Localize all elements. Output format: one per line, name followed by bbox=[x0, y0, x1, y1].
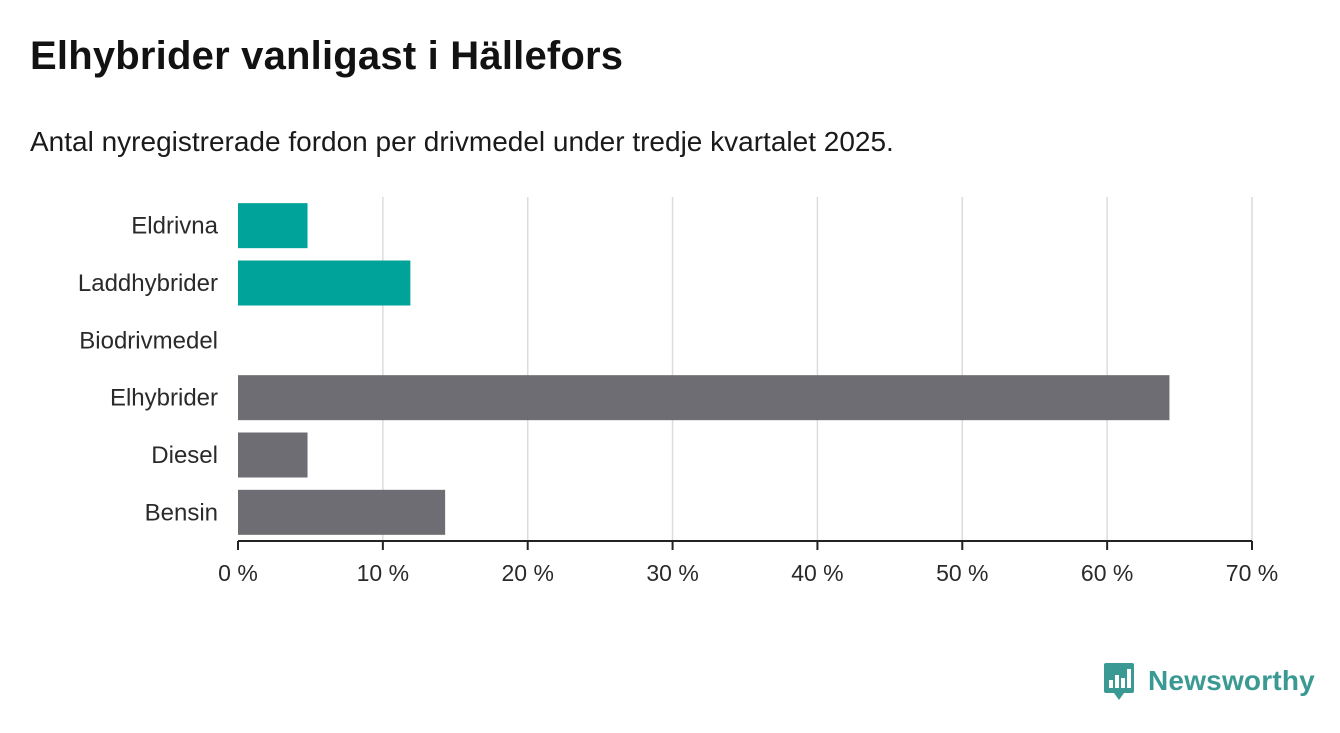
bar-bensin bbox=[238, 489, 446, 535]
chart-subtitle: Antal nyregistrerade fordon per drivmede… bbox=[30, 126, 894, 157]
bar-elhybrider bbox=[238, 375, 1170, 421]
category-label: Diesel bbox=[151, 442, 218, 469]
category-label: Bensin bbox=[145, 499, 218, 526]
x-axis: 0 % 10 % 20 % 30 % 40 % 50 % 60 % 70 % bbox=[218, 540, 1278, 586]
brand-name: Newsworthy bbox=[1148, 665, 1315, 696]
chart-title: Elhybrider vanligast i Hällefors bbox=[30, 34, 624, 78]
category-label: Elhybrider bbox=[110, 385, 218, 412]
category-label: Laddhybrider bbox=[78, 270, 218, 297]
category-labels: Eldrivna Laddhybrider Biodrivmedel Elhybrid… bbox=[78, 213, 219, 527]
x-tick-label: 10 % bbox=[357, 560, 409, 586]
bar-laddhybrider bbox=[238, 260, 411, 306]
x-tick-label: 20 % bbox=[501, 560, 553, 586]
x-tick-label: 50 % bbox=[936, 560, 988, 586]
newsworthy-icon bbox=[1104, 663, 1134, 700]
bar-diesel bbox=[238, 432, 308, 478]
newsworthy-logo: Newsworthy bbox=[1102, 661, 1315, 701]
bars bbox=[238, 203, 1170, 535]
x-tick-label: 30 % bbox=[646, 560, 698, 586]
category-label: Biodrivmedel bbox=[79, 327, 218, 354]
x-tick-label: 0 % bbox=[218, 560, 258, 586]
x-tick-label: 70 % bbox=[1226, 560, 1278, 586]
gridlines bbox=[382, 197, 1253, 541]
x-tick-label: 40 % bbox=[791, 560, 843, 586]
bar-eldrivna bbox=[238, 203, 308, 249]
x-tick-label: 60 % bbox=[1081, 560, 1133, 586]
category-label: Eldrivna bbox=[131, 213, 218, 240]
